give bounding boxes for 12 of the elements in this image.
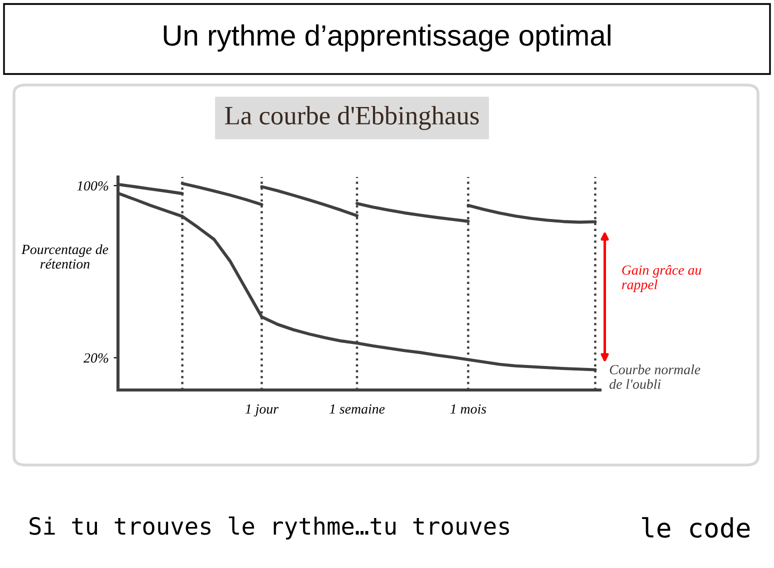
x-tick-label: 1 mois [450, 404, 486, 414]
y-tick-label: 20% [84, 353, 108, 363]
x-tick-label: 1 semaine [330, 404, 385, 414]
chart-title: Un rythme d’apprentissage optimal [164, 24, 610, 52]
y-axis-title: Pourcentage de rétention [21, 244, 108, 269]
text: Gain grâce au rappel [622, 264, 702, 292]
text: le code [642, 517, 750, 538]
text: Si tu trouves le rythme…tu trouves [30, 516, 509, 540]
x-tick-label: 1 jour [245, 404, 279, 416]
chart-subtitle: La courbe d'Ebbinghaus [225, 106, 479, 130]
y-tick-label: 100% [77, 181, 108, 191]
series-label: Courbe normale de l'oubli [610, 364, 700, 389]
